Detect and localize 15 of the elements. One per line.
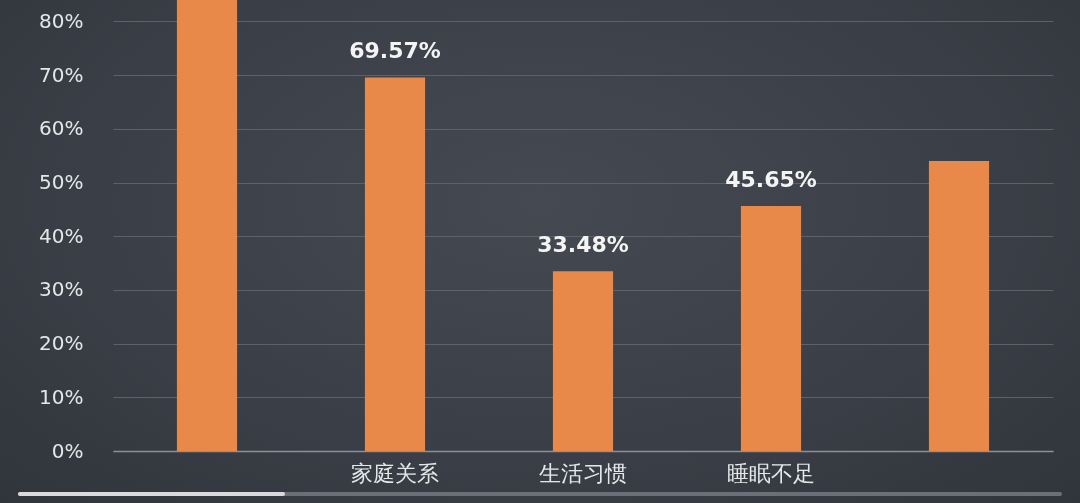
data-label: 69.57%: [349, 38, 441, 64]
y-tick-label: 30%: [39, 277, 84, 302]
x-tick-label: 睡眠不足: [727, 460, 815, 486]
data-label: 33.48%: [537, 232, 629, 258]
x-tick-label: 家庭关系: [351, 460, 439, 486]
y-tick-label: 50%: [39, 170, 84, 195]
x-tick-label: 生活习惯: [539, 460, 627, 486]
y-tick-label: 0%: [51, 438, 84, 463]
y-tick-label: 80%: [39, 8, 84, 33]
y-tick-label: 70%: [39, 62, 84, 87]
data-label: 45.65%: [725, 166, 817, 192]
y-tick-label: 40%: [39, 223, 84, 248]
y-tick-label: 60%: [39, 116, 84, 141]
y-tick-label: 20%: [39, 331, 84, 356]
y-tick-label: 10%: [39, 384, 84, 409]
